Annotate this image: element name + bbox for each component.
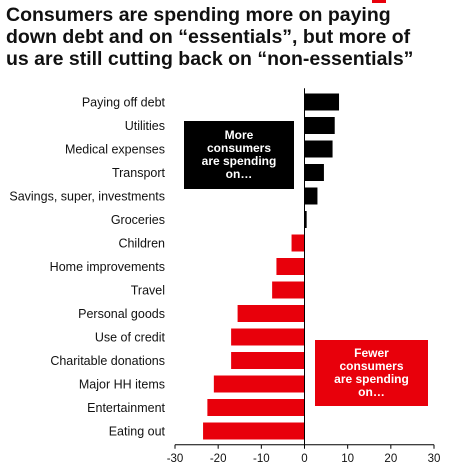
bar-entertainment: [207, 399, 305, 416]
chart-title-line-2: down debt and on “essentials”, but more …: [6, 26, 411, 48]
chart-title-line-1: Consumers are spending more on paying: [6, 4, 391, 26]
bar-eating-out: [203, 422, 305, 440]
callout-more-consumers-text: More consumers are spending on…: [201, 128, 277, 181]
category-label-medical-expenses: Medical expenses: [65, 143, 165, 157]
callout-more-consumers: More consumers are spending on…: [184, 121, 294, 189]
category-label-transport: Transport: [112, 166, 166, 180]
bar-groceries: [304, 211, 307, 228]
category-label-use-of-credit: Use of credit: [95, 331, 166, 345]
chart-title-line-3: us are still cutting back on “non-essent…: [6, 48, 414, 70]
bar-transport: [304, 164, 324, 181]
bar-utilities: [304, 117, 335, 134]
x-axis: -30 -20 -10 0 10 20 30: [167, 88, 441, 465]
bar-travel: [272, 281, 305, 299]
x-tick-label: 0: [301, 453, 307, 465]
x-tick-label: 20: [384, 453, 397, 465]
category-label-children: Children: [118, 237, 165, 251]
category-label-groceries: Groceries: [111, 213, 165, 227]
bar-use-of-credit: [231, 328, 305, 346]
brand-accent-mark: [372, 0, 386, 3]
x-tick-label: 10: [341, 453, 354, 465]
category-label-eating-out: Eating out: [109, 425, 166, 439]
category-labels-group: Paying off debt Utilities Medical expenses…: [9, 96, 165, 439]
category-label-savings-super-investments: Savings, super, investments: [9, 190, 165, 204]
category-label-home-improvements: Home improvements: [50, 260, 165, 274]
callout-fewer-consumers: Fewer consumers are spending on…: [315, 340, 428, 406]
bars-group: [203, 93, 340, 440]
x-tick-label: -10: [253, 453, 270, 465]
bar-charitable-donations: [231, 352, 305, 369]
callout-fewer-consumers-text: Fewer consumers are spending on…: [334, 346, 409, 399]
category-label-travel: Travel: [131, 284, 165, 298]
bar-personal-goods: [237, 305, 305, 322]
bar-major-hh-items: [213, 375, 305, 393]
category-label-entertainment: Entertainment: [87, 401, 165, 415]
category-label-personal-goods: Personal goods: [78, 307, 165, 321]
bar-paying-off-debt: [304, 93, 340, 111]
bar-medical-expenses: [304, 140, 333, 158]
bar-savings-super-investments: [304, 187, 318, 205]
x-tick-label: 30: [428, 453, 441, 465]
chart-title: Consumers are spending more on paying do…: [6, 4, 452, 70]
category-label-utilities: Utilities: [125, 119, 165, 133]
category-label-major-hh-items: Major HH items: [79, 378, 165, 392]
x-tick-label: -20: [210, 453, 227, 465]
bar-children: [291, 234, 305, 252]
category-label-paying-off-debt: Paying off debt: [82, 96, 166, 110]
x-tick-label: -30: [167, 453, 184, 465]
category-label-charitable-donations: Charitable donations: [50, 354, 165, 368]
bar-home-improvements: [276, 258, 305, 275]
